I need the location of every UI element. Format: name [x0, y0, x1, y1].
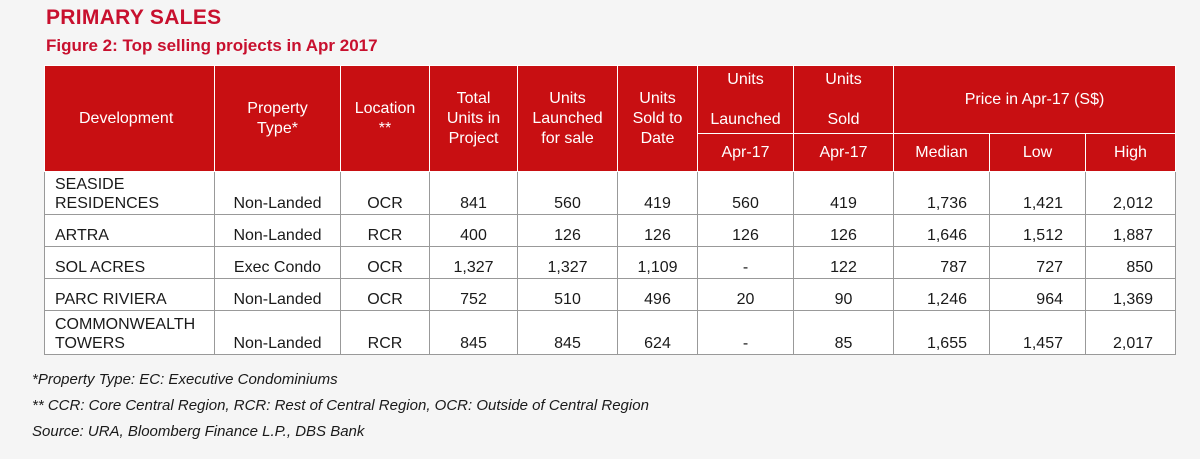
top-selling-projects-table: Development Property Type* Location ** T… — [44, 65, 1177, 355]
table-header-row: Development Property Type* Location ** T… — [44, 65, 1177, 172]
col-header-price-group: Price in Apr-17 (S$) — [892, 65, 1177, 134]
footnotes: *Property Type: EC: Executive Condominiu… — [32, 367, 649, 445]
cell-units-sold-to-date: 624 — [617, 310, 698, 355]
col-header-units-sold-to-date: Units Sold to Date — [617, 65, 698, 172]
col-header-median: Median — [893, 133, 990, 172]
cell-units-sold-to-date: 126 — [617, 214, 698, 247]
col-header-low: Low — [989, 133, 1086, 172]
footnote-property-type: *Property Type: EC: Executive Condominiu… — [32, 371, 338, 388]
footnote-region-legend: ** CCR: Core Central Region, RCR: Rest o… — [32, 397, 649, 414]
table-row: COMMONWEALTH TOWERS Non-Landed RCR 845 8… — [44, 310, 1177, 355]
cell-price-high: 1,369 — [1084, 278, 1177, 311]
cell-price-low: 1,512 — [989, 214, 1086, 247]
cell-property-type: Non-Landed — [214, 214, 341, 247]
cell-total-units: 841 — [429, 171, 518, 215]
table-row: SEASIDE RESIDENCES Non-Landed OCR 841 56… — [44, 171, 1177, 215]
col-header-high: High — [1084, 133, 1177, 172]
cell-price-median: 1,646 — [893, 214, 990, 247]
cell-units-launched-apr: 20 — [697, 278, 794, 311]
cell-units-launched: 510 — [517, 278, 618, 311]
cell-units-launched-apr: - — [697, 246, 794, 279]
cell-location: RCR — [340, 310, 430, 355]
col-header-units-sold-apr: Units Sold — [793, 65, 894, 134]
cell-development: PARC RIVIERA — [44, 278, 215, 311]
section-title: PRIMARY SALES — [46, 6, 222, 29]
cell-units-launched: 1,327 — [517, 246, 618, 279]
cell-total-units: 752 — [429, 278, 518, 311]
cell-development: SEASIDE RESIDENCES — [44, 171, 215, 215]
cell-property-type: Non-Landed — [214, 171, 341, 215]
cell-price-median: 1,246 — [893, 278, 990, 311]
cell-location: OCR — [340, 171, 430, 215]
cell-development: SOL ACRES — [44, 246, 215, 279]
col-subheader-launched-month: Apr-17 — [697, 133, 794, 172]
cell-location: RCR — [340, 214, 430, 247]
cell-units-sold-to-date: 1,109 — [617, 246, 698, 279]
cell-units-launched-apr: 560 — [697, 171, 794, 215]
col-subheader-sold-month: Apr-17 — [793, 133, 894, 172]
col-header-development: Development — [44, 65, 215, 172]
cell-price-low: 1,421 — [989, 171, 1086, 215]
table-row: PARC RIVIERA Non-Landed OCR 752 510 496 … — [44, 278, 1177, 311]
cell-price-high: 1,887 — [1084, 214, 1177, 247]
cell-development: ARTRA — [44, 214, 215, 247]
figure-caption: Figure 2: Top selling projects in Apr 20… — [46, 36, 378, 55]
col-header-units-launched-apr: Units Launched — [697, 65, 794, 134]
cell-total-units: 400 — [429, 214, 518, 247]
cell-price-low: 964 — [989, 278, 1086, 311]
cell-units-launched: 845 — [517, 310, 618, 355]
cell-property-type: Exec Condo — [214, 246, 341, 279]
table-subheader-row: Apr-17 Apr-17 Median Low High — [45, 133, 1177, 172]
cell-units-sold-apr: 90 — [793, 278, 894, 311]
cell-price-high: 850 — [1084, 246, 1177, 279]
cell-units-sold-to-date: 496 — [617, 278, 698, 311]
col-header-property-type: Property Type* — [214, 65, 341, 172]
cell-location: OCR — [340, 246, 430, 279]
cell-development: COMMONWEALTH TOWERS — [44, 310, 215, 355]
cell-price-median: 1,655 — [893, 310, 990, 355]
cell-units-sold-apr: 126 — [793, 214, 894, 247]
cell-price-high: 2,017 — [1084, 310, 1177, 355]
cell-units-sold-apr: 85 — [793, 310, 894, 355]
cell-units-launched-apr: 126 — [697, 214, 794, 247]
cell-units-sold-apr: 122 — [793, 246, 894, 279]
source-note: Source: URA, Bloomberg Finance L.P., DBS… — [32, 423, 365, 440]
col-header-units-launched: Units Launched for sale — [517, 65, 618, 172]
cell-property-type: Non-Landed — [214, 310, 341, 355]
table-row: ARTRA Non-Landed RCR 400 126 126 126 126… — [44, 214, 1177, 247]
cell-price-low: 1,457 — [989, 310, 1086, 355]
cell-price-median: 1,736 — [893, 171, 990, 215]
cell-property-type: Non-Landed — [214, 278, 341, 311]
cell-total-units: 1,327 — [429, 246, 518, 279]
cell-price-median: 787 — [893, 246, 990, 279]
cell-location: OCR — [340, 278, 430, 311]
cell-price-high: 2,012 — [1084, 171, 1177, 215]
cell-units-launched: 126 — [517, 214, 618, 247]
col-header-total-units: Total Units in Project — [429, 65, 518, 172]
table-row: SOL ACRES Exec Condo OCR 1,327 1,327 1,1… — [44, 246, 1177, 279]
col-header-location: Location ** — [340, 65, 430, 172]
cell-total-units: 845 — [429, 310, 518, 355]
cell-units-sold-apr: 419 — [793, 171, 894, 215]
cell-units-launched: 560 — [517, 171, 618, 215]
cell-price-low: 727 — [989, 246, 1086, 279]
cell-units-launched-apr: - — [697, 310, 794, 355]
cell-units-sold-to-date: 419 — [617, 171, 698, 215]
